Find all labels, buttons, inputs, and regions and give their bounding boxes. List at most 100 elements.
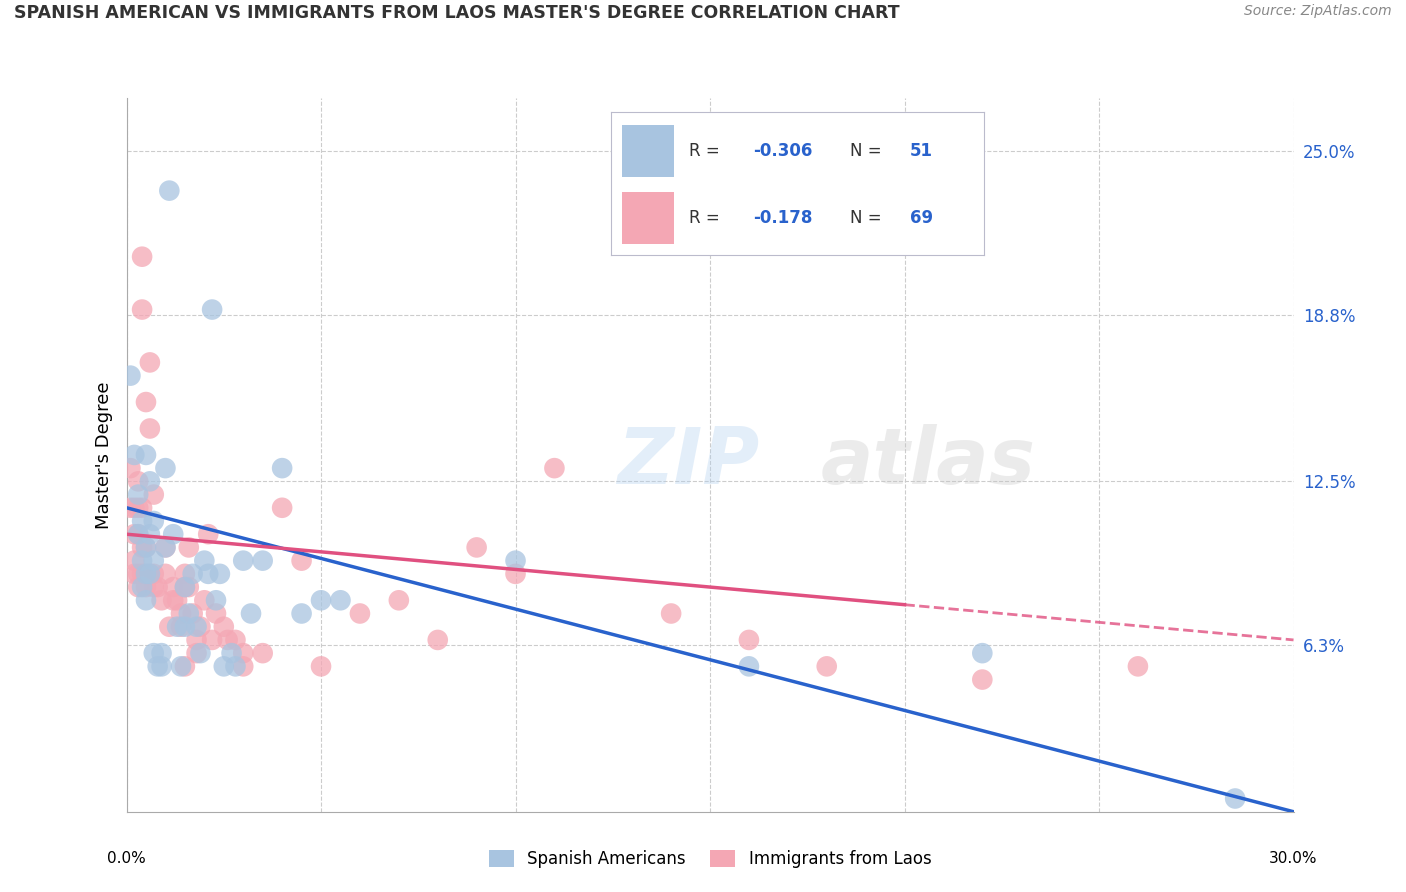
Point — [170, 620, 193, 634]
Point — [127, 487, 149, 501]
Point — [174, 580, 197, 594]
Point — [186, 632, 208, 647]
Point — [217, 632, 239, 647]
Point — [155, 566, 177, 581]
Point — [139, 566, 162, 581]
Point — [162, 527, 184, 541]
Text: SPANISH AMERICAN VS IMMIGRANTS FROM LAOS MASTER'S DEGREE CORRELATION CHART: SPANISH AMERICAN VS IMMIGRANTS FROM LAOS… — [14, 4, 900, 22]
Point — [135, 541, 157, 555]
Point — [232, 646, 254, 660]
Point — [166, 593, 188, 607]
Point — [150, 593, 173, 607]
Point — [142, 554, 165, 568]
Text: 0.0%: 0.0% — [107, 851, 146, 866]
Point — [174, 566, 197, 581]
Point — [131, 554, 153, 568]
Point — [142, 514, 165, 528]
Point — [135, 395, 157, 409]
Point — [972, 673, 994, 687]
Point — [131, 302, 153, 317]
Point — [142, 487, 165, 501]
Point — [224, 632, 246, 647]
Point — [139, 475, 162, 489]
Point — [124, 500, 146, 515]
Point — [155, 541, 177, 555]
Point — [309, 593, 332, 607]
Point — [193, 554, 215, 568]
Point — [197, 527, 219, 541]
Point — [309, 659, 332, 673]
Point — [232, 554, 254, 568]
Point — [174, 620, 197, 634]
Point — [155, 541, 177, 555]
Point — [224, 659, 246, 673]
Point — [197, 566, 219, 581]
Point — [465, 541, 488, 555]
Point — [208, 566, 231, 581]
Point — [157, 620, 180, 634]
Text: Source: ZipAtlas.com: Source: ZipAtlas.com — [1244, 4, 1392, 19]
Point — [738, 659, 761, 673]
Point — [349, 607, 371, 621]
Point — [127, 566, 149, 581]
Point — [543, 461, 565, 475]
Point — [738, 632, 761, 647]
Point — [193, 593, 215, 607]
Point — [221, 646, 243, 660]
Point — [139, 527, 162, 541]
Point — [131, 500, 153, 515]
Point — [177, 607, 200, 621]
Point — [124, 566, 146, 581]
Point — [124, 554, 146, 568]
Point — [139, 355, 162, 369]
Point — [120, 500, 142, 515]
Y-axis label: Master's Degree: Master's Degree — [94, 381, 112, 529]
Point — [150, 659, 173, 673]
Point — [240, 607, 263, 621]
Point — [127, 500, 149, 515]
Point — [135, 448, 157, 462]
Point — [131, 580, 153, 594]
Point — [157, 184, 180, 198]
Point — [135, 566, 157, 581]
Point — [166, 620, 188, 634]
Point — [124, 527, 146, 541]
Point — [181, 607, 204, 621]
Point — [1223, 791, 1246, 805]
Point — [139, 421, 162, 435]
Point — [135, 541, 157, 555]
Point — [131, 566, 153, 581]
Point — [170, 659, 193, 673]
Point — [271, 500, 294, 515]
Point — [124, 448, 146, 462]
Point — [212, 620, 235, 634]
Point — [205, 607, 228, 621]
Point — [505, 554, 527, 568]
Point — [120, 368, 142, 383]
Point — [815, 659, 838, 673]
Point — [177, 580, 200, 594]
Point — [139, 566, 162, 581]
Point — [131, 250, 153, 264]
Point — [120, 461, 142, 475]
Point — [142, 646, 165, 660]
Point — [135, 580, 157, 594]
Text: atlas: atlas — [821, 424, 1036, 500]
Point — [155, 461, 177, 475]
Point — [162, 593, 184, 607]
Legend: Spanish Americans, Immigrants from Laos: Spanish Americans, Immigrants from Laos — [482, 843, 938, 875]
Point — [659, 607, 682, 621]
Text: ZIP: ZIP — [617, 424, 759, 500]
Point — [426, 632, 449, 647]
Point — [174, 659, 197, 673]
Point — [186, 646, 208, 660]
Point — [201, 302, 224, 317]
Point — [131, 541, 153, 555]
Point — [135, 566, 157, 581]
Point — [142, 566, 165, 581]
Point — [170, 607, 193, 621]
Point — [135, 593, 157, 607]
Point — [190, 620, 212, 634]
Point — [252, 646, 274, 660]
Point — [174, 580, 197, 594]
